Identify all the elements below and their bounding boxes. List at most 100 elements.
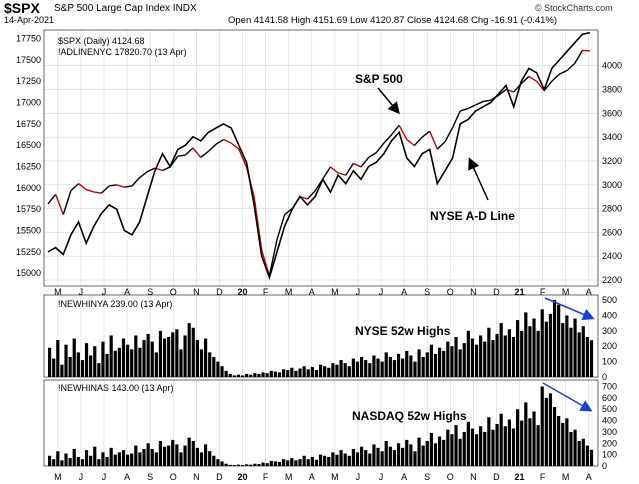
spx-segment	[162, 166, 171, 172]
spx-segment	[497, 88, 507, 97]
bar	[93, 446, 97, 466]
bar	[294, 370, 298, 377]
bar	[380, 361, 384, 377]
bar	[380, 451, 384, 466]
bar	[195, 340, 199, 377]
spx-segment	[551, 73, 560, 82]
bar	[294, 460, 298, 466]
bar	[306, 369, 310, 377]
bar	[479, 335, 483, 377]
bar	[446, 341, 450, 377]
bar	[277, 462, 282, 466]
bar	[405, 350, 409, 377]
x-tick-label: M	[285, 472, 293, 482]
bar	[146, 443, 150, 466]
x-tick-label: M	[331, 472, 339, 482]
x-tick-label: J	[79, 472, 84, 482]
spx-segment	[131, 177, 141, 187]
bar	[162, 446, 167, 466]
annotation-adline: NYSE A-D Line	[430, 209, 515, 223]
bar	[409, 444, 413, 466]
y-right-tick-label: 3400	[602, 132, 622, 142]
bar	[323, 366, 327, 377]
bar	[474, 344, 479, 377]
bar	[117, 452, 121, 466]
spx-segment	[215, 138, 224, 145]
bar	[421, 445, 425, 466]
bar	[93, 346, 97, 377]
bar	[417, 349, 421, 377]
y-right-tick-label: 3800	[602, 85, 622, 95]
bar	[458, 349, 462, 377]
bar	[89, 455, 93, 466]
legend-spx: $SPX (Daily) 4124.68	[58, 36, 145, 46]
bar	[64, 344, 68, 377]
bar	[528, 326, 532, 377]
bar	[76, 456, 80, 466]
bar	[573, 318, 577, 377]
spx-segment	[574, 50, 583, 64]
bar	[232, 465, 236, 466]
spx-segment	[345, 162, 354, 176]
bar	[372, 355, 376, 377]
bar	[224, 463, 228, 466]
bar	[282, 459, 286, 466]
spx-segment	[70, 183, 80, 192]
x-tick-label: D	[493, 472, 500, 482]
bar	[302, 455, 306, 466]
bar	[429, 433, 433, 466]
bar	[146, 333, 150, 377]
bar	[589, 449, 594, 466]
bar	[199, 349, 204, 377]
bar	[109, 447, 113, 466]
spx-segment	[330, 166, 339, 174]
bar	[142, 448, 146, 466]
brand-watermark: © StockCharts.com	[535, 3, 613, 13]
bar	[220, 461, 224, 466]
bar	[187, 437, 191, 466]
bar	[236, 464, 241, 466]
bar	[212, 357, 216, 377]
spx-segment	[398, 124, 408, 140]
bar	[343, 363, 347, 377]
x-tick-label: O	[170, 287, 177, 297]
spx-segment	[566, 62, 576, 71]
bar	[286, 370, 290, 377]
legend-adline: !ADLINENYC 17820.70 (13 Apr)	[58, 47, 187, 57]
arrow-nasdaq-highs-trend	[542, 382, 593, 412]
bar	[52, 358, 56, 377]
bar	[130, 349, 134, 377]
bar	[327, 456, 331, 466]
bar	[360, 357, 364, 377]
x-tick-label: J	[79, 287, 84, 297]
bar	[261, 462, 265, 466]
x-tick-label: 21	[515, 472, 525, 482]
x-tick-label: A	[586, 287, 592, 297]
bar	[245, 373, 249, 377]
spx-segment	[124, 185, 133, 188]
x-tick-label: A	[124, 287, 130, 297]
x-tick-label: A	[124, 472, 130, 482]
bar	[401, 447, 405, 466]
bar	[421, 357, 425, 377]
bar	[520, 420, 524, 466]
spx-segment	[284, 208, 293, 216]
bar	[569, 327, 573, 377]
x-tick-label: D	[216, 287, 223, 297]
bar	[499, 323, 503, 377]
x-tick-label: A	[401, 287, 407, 297]
bar	[105, 353, 109, 377]
x-tick-label: A	[309, 472, 315, 482]
bar	[187, 323, 191, 377]
bar	[204, 338, 208, 377]
bar-y-tick-label: 700	[602, 382, 617, 392]
bar	[68, 357, 72, 377]
bar	[565, 315, 569, 377]
y-right-tick-label: 4000	[602, 61, 622, 71]
x-tick-label: F	[263, 287, 269, 297]
bar	[286, 460, 290, 466]
bar	[52, 459, 56, 466]
x-tick-label: S	[424, 287, 430, 297]
x-tick-label: F	[540, 287, 546, 297]
